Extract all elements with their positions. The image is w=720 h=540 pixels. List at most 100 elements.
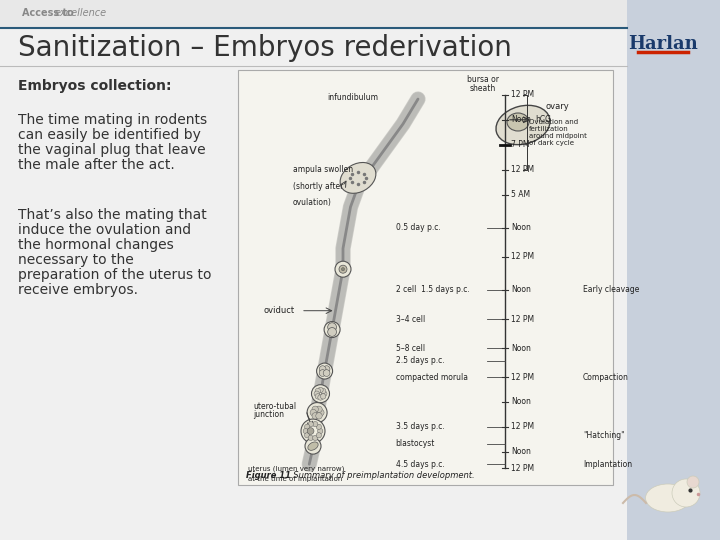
Text: Noon: Noon — [511, 223, 531, 232]
Text: the male after the act.: the male after the act. — [18, 158, 175, 172]
Ellipse shape — [507, 113, 529, 131]
Text: Noon: Noon — [511, 116, 531, 124]
Ellipse shape — [496, 105, 550, 145]
Circle shape — [308, 422, 313, 427]
Circle shape — [322, 391, 327, 396]
Circle shape — [315, 394, 320, 399]
Circle shape — [305, 438, 321, 454]
Text: 2 cell  1.5 days p.c.: 2 cell 1.5 days p.c. — [395, 286, 469, 294]
Circle shape — [303, 428, 308, 434]
Text: Figure 11: Figure 11 — [246, 471, 291, 481]
Circle shape — [312, 413, 318, 419]
Text: oviduct: oviduct — [263, 306, 294, 315]
Text: ovary: ovary — [545, 102, 569, 111]
Text: "Hatching": "Hatching" — [583, 431, 625, 440]
Circle shape — [323, 370, 330, 376]
Text: at the time of implantation: at the time of implantation — [248, 476, 343, 482]
Text: That’s also the mating that: That’s also the mating that — [18, 208, 207, 222]
Circle shape — [305, 433, 310, 438]
Text: Early cleavage: Early cleavage — [583, 286, 639, 294]
Circle shape — [328, 328, 336, 336]
Circle shape — [316, 433, 321, 438]
Text: Sanitization – Embryos rederivation: Sanitization – Embryos rederivation — [18, 34, 512, 62]
Text: 0.5 day p.c.: 0.5 day p.c. — [395, 223, 440, 232]
Text: 2.5 days p.c.: 2.5 days p.c. — [395, 356, 444, 365]
Text: 12 PM: 12 PM — [511, 422, 534, 431]
Bar — [627, 0, 720, 540]
Bar — [0, 0, 627, 28]
Text: 12 PM: 12 PM — [511, 90, 534, 99]
Text: 5 AM: 5 AM — [511, 190, 530, 199]
Circle shape — [319, 370, 326, 376]
Text: 3–4 cell: 3–4 cell — [395, 314, 425, 323]
Circle shape — [339, 265, 347, 273]
Text: 5–8 cell: 5–8 cell — [395, 343, 425, 353]
Circle shape — [320, 394, 326, 399]
Text: Access to: Access to — [22, 8, 77, 18]
Text: blastocyst: blastocyst — [395, 439, 435, 448]
Circle shape — [318, 387, 323, 393]
Text: (shortly after: (shortly after — [293, 181, 343, 191]
Circle shape — [314, 391, 320, 396]
Circle shape — [305, 424, 310, 429]
Text: ovulation): ovulation) — [293, 198, 332, 207]
Ellipse shape — [340, 163, 376, 193]
Circle shape — [308, 435, 313, 441]
Circle shape — [687, 476, 699, 488]
Circle shape — [335, 261, 351, 277]
Text: Noon: Noon — [511, 397, 531, 407]
Circle shape — [341, 268, 345, 271]
Text: preparation of the uterus to: preparation of the uterus to — [18, 268, 212, 282]
Text: can easily be identified by: can easily be identified by — [18, 128, 201, 142]
Ellipse shape — [646, 484, 690, 512]
Circle shape — [312, 406, 318, 413]
Ellipse shape — [308, 442, 318, 450]
Text: Ovulation and
fertilization
around midpoint
of dark cycle: Ovulation and fertilization around midpo… — [529, 119, 587, 146]
Text: Noon: Noon — [511, 343, 531, 353]
Text: 12 PM: 12 PM — [511, 252, 534, 261]
Text: junction: junction — [253, 410, 284, 418]
Circle shape — [316, 413, 322, 419]
Circle shape — [316, 424, 321, 429]
Text: Embryos collection:: Embryos collection: — [18, 79, 171, 93]
Circle shape — [672, 479, 700, 507]
Text: Compaction: Compaction — [583, 373, 629, 382]
Text: 12 PM: 12 PM — [511, 464, 534, 473]
Text: compacted morula: compacted morula — [395, 373, 467, 382]
Text: ampula swollen: ampula swollen — [293, 165, 353, 174]
Text: Noon: Noon — [511, 286, 531, 294]
Circle shape — [312, 384, 330, 403]
Circle shape — [317, 363, 333, 379]
Text: infundibulum: infundibulum — [328, 93, 379, 102]
Text: the hormonal changes: the hormonal changes — [18, 238, 174, 252]
Text: 12 PM: 12 PM — [511, 373, 534, 382]
Text: excellence: excellence — [55, 8, 107, 18]
Circle shape — [315, 388, 320, 394]
Circle shape — [318, 395, 323, 400]
Text: Noon: Noon — [511, 447, 531, 456]
Circle shape — [316, 406, 322, 413]
Text: the vaginal plug that leave: the vaginal plug that leave — [18, 143, 206, 157]
Circle shape — [323, 366, 330, 373]
Circle shape — [324, 321, 340, 338]
Text: 7 PM: 7 PM — [511, 140, 529, 149]
Text: 4.5 days p.c.: 4.5 days p.c. — [395, 460, 444, 469]
Circle shape — [301, 419, 325, 443]
Circle shape — [318, 428, 323, 434]
Text: The time mating in rodents: The time mating in rodents — [18, 113, 207, 127]
Text: uterus (lumen very narrow): uterus (lumen very narrow) — [248, 465, 344, 471]
Text: utero-tubal: utero-tubal — [253, 402, 296, 410]
Text: sheath: sheath — [470, 84, 496, 93]
Circle shape — [310, 409, 317, 416]
Text: 12 PM: 12 PM — [511, 314, 534, 323]
Text: receive embryos.: receive embryos. — [18, 283, 138, 297]
Text: Implantation: Implantation — [583, 460, 632, 469]
Bar — [238, 70, 613, 485]
Text: 3.5 days p.c.: 3.5 days p.c. — [395, 422, 444, 431]
Text: induce the ovulation and: induce the ovulation and — [18, 223, 191, 237]
Circle shape — [305, 423, 321, 439]
Text: bursa or: bursa or — [467, 75, 499, 84]
Text: hCG: hCG — [535, 116, 551, 124]
Circle shape — [320, 388, 326, 394]
Circle shape — [319, 366, 326, 373]
